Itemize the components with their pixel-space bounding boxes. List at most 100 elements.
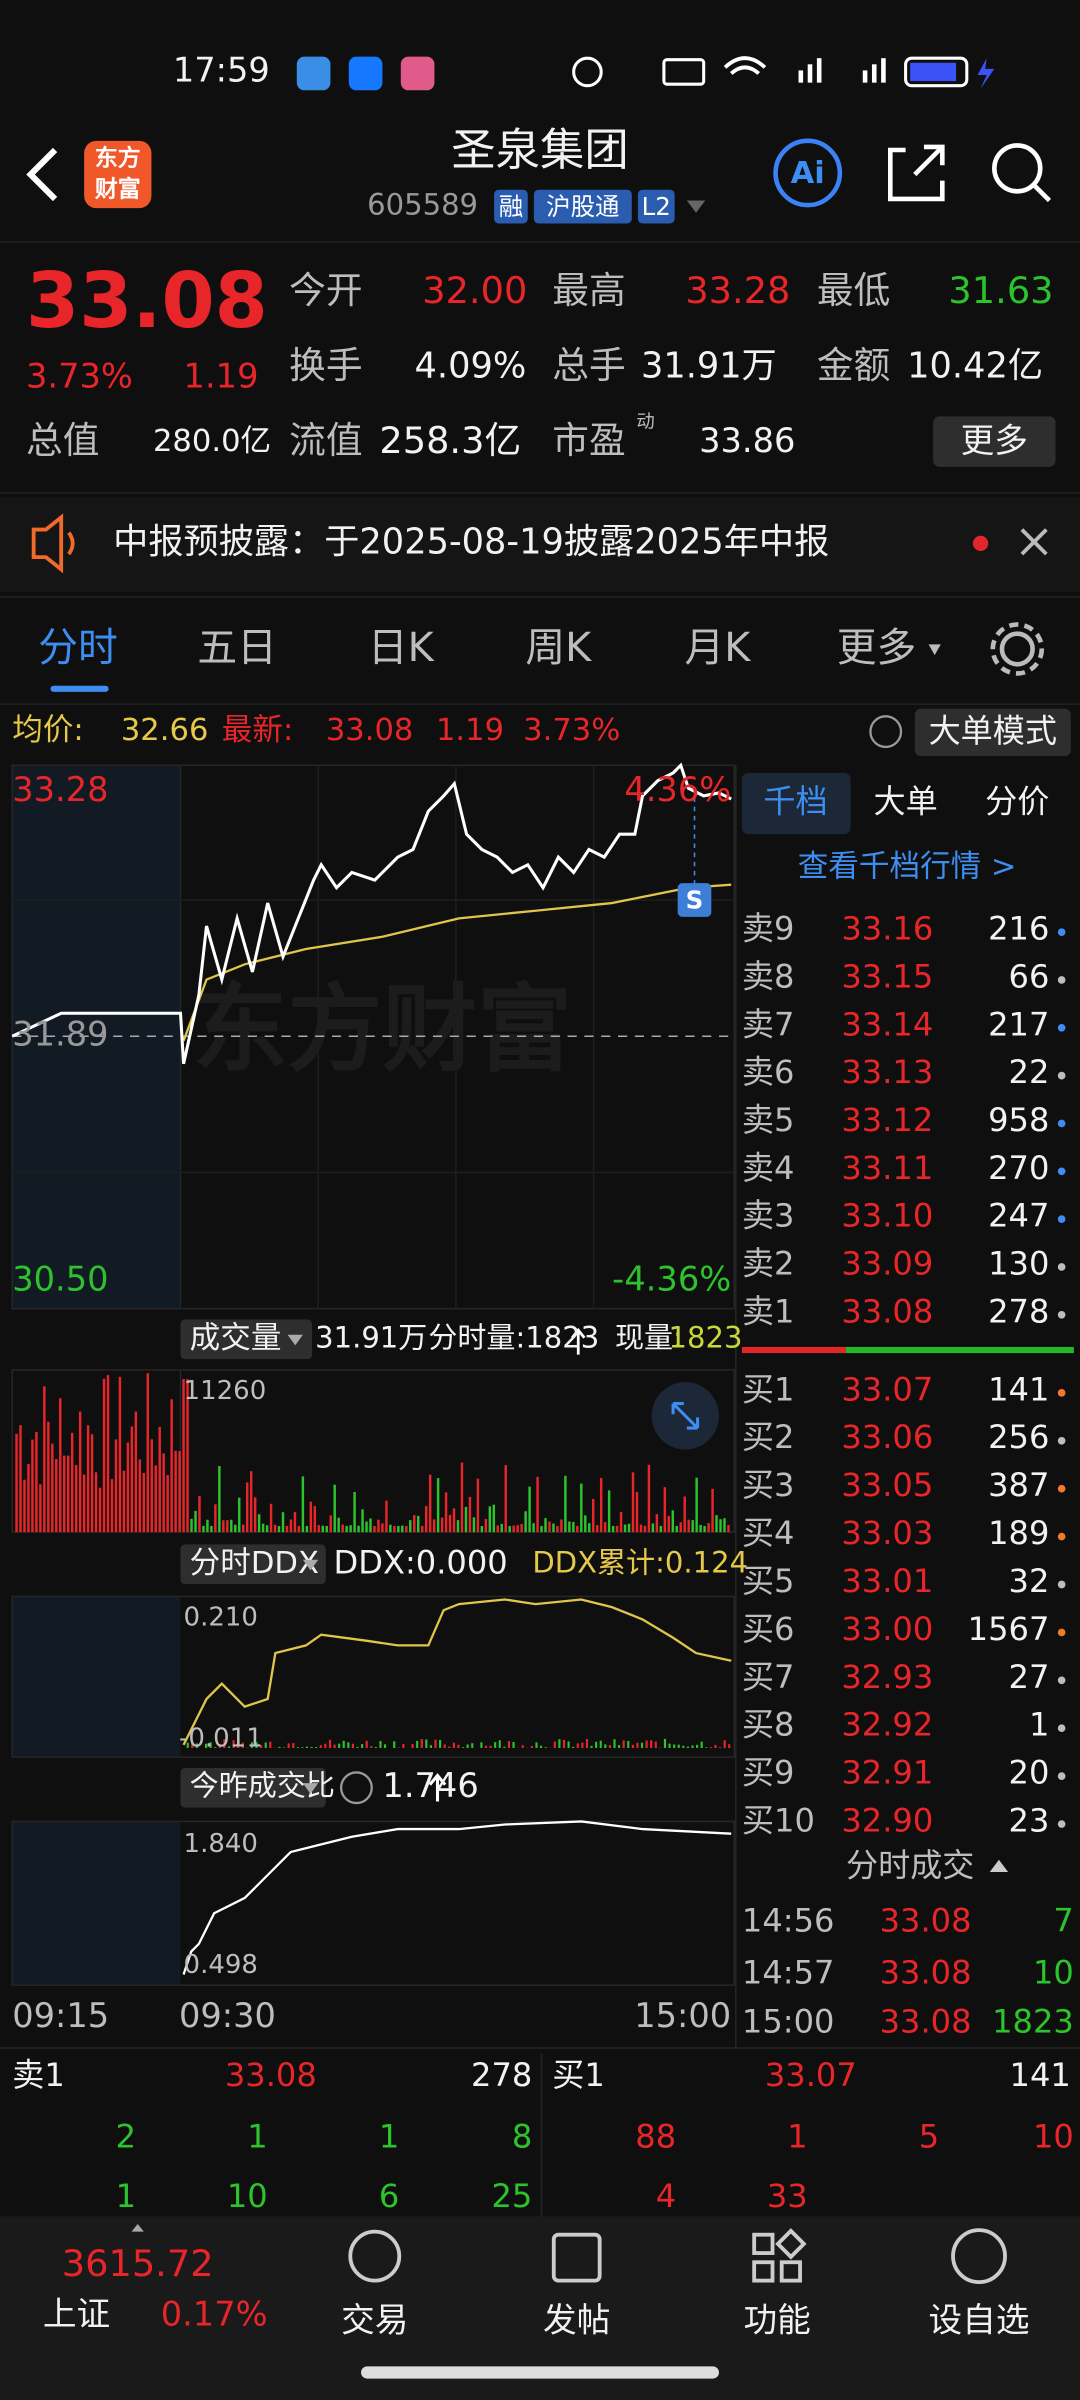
ddx-bar	[448, 1746, 451, 1748]
volume-bar	[19, 1425, 22, 1533]
ddx-bar	[512, 1741, 515, 1748]
volume-bar	[512, 1525, 515, 1533]
help-icon[interactable]	[869, 715, 903, 749]
volume-bar	[150, 1439, 153, 1533]
ddx-bar	[484, 1745, 488, 1748]
volume-bar	[281, 1512, 285, 1533]
ddx-bar	[269, 1741, 272, 1748]
expand-icon[interactable]	[131, 2223, 144, 2232]
ddx-bar	[296, 1747, 299, 1748]
book-dot	[1057, 1532, 1066, 1541]
volume-bar	[683, 1496, 686, 1533]
volume-bar	[544, 1518, 547, 1533]
more-button[interactable]	[933, 416, 1056, 467]
queue-volume: 1	[787, 2117, 807, 2155]
book-label: 买1	[742, 1370, 795, 1408]
back-button[interactable]	[26, 147, 58, 202]
volume-bar	[619, 1511, 623, 1533]
search-button[interactable]	[992, 143, 1052, 203]
volume-bar	[691, 1520, 694, 1533]
ddx-bar	[439, 1739, 442, 1748]
collapse-icon[interactable]	[989, 1859, 1009, 1872]
volume-bar	[353, 1491, 356, 1533]
nav-item[interactable]: 发帖	[543, 2300, 610, 2339]
axis-label: 4.36%	[624, 770, 731, 809]
volume-bar	[265, 1525, 269, 1533]
book-dot	[1057, 976, 1066, 984]
ddx-bar	[498, 1740, 501, 1748]
axis-label: -4.36%	[612, 1260, 731, 1299]
volume-bar	[552, 1523, 555, 1533]
tab: 日K	[368, 625, 435, 671]
book-volume: 22	[1009, 1053, 1050, 1091]
volume-bar	[190, 1518, 193, 1533]
close-button[interactable]	[1020, 528, 1048, 556]
ddx-bar	[218, 1743, 221, 1748]
ddx-bar	[351, 1743, 354, 1748]
mode-label: 大单模式	[929, 712, 1057, 750]
expand-icon	[671, 1402, 700, 1430]
nav-item[interactable]: 交易	[341, 2300, 408, 2339]
volume-bar	[15, 1433, 18, 1533]
share-button[interactable]	[888, 144, 945, 202]
ddx-bar	[443, 1744, 446, 1748]
book-dot	[1057, 1628, 1066, 1637]
settings-button[interactable]	[990, 622, 1045, 676]
volume-total: 31.91万	[315, 1320, 427, 1354]
volume-bar	[595, 1525, 599, 1533]
volume-bar	[671, 1510, 675, 1533]
queue-volume: 1	[379, 2117, 399, 2155]
book-volume: 189	[988, 1514, 1049, 1552]
volume-bar	[508, 1526, 511, 1533]
status-time: 17:59	[173, 50, 270, 89]
trade-volume: 1823	[992, 2002, 1074, 2040]
volume-bar	[102, 1378, 106, 1533]
book-label: 买7	[742, 1658, 795, 1696]
volume-bar	[647, 1464, 651, 1533]
stat-sup: 动	[636, 411, 654, 432]
tag: 沪股通	[546, 192, 619, 221]
index-name: 上证	[43, 2294, 110, 2333]
volume-bar	[138, 1459, 142, 1533]
volume-bar	[727, 1525, 730, 1533]
trade-marker: S	[686, 886, 704, 915]
ratio-value: 1.746	[382, 1766, 478, 1805]
volume-bar	[90, 1434, 94, 1533]
selector-bg[interactable]	[180, 1544, 326, 1585]
selector-bg[interactable]	[180, 1767, 326, 1808]
nav-item[interactable]: 设自选	[929, 2300, 1030, 2339]
ddx-bar	[636, 1742, 639, 1748]
ai-button[interactable]	[773, 138, 843, 208]
book-link: 查看千档行情 >	[798, 849, 1017, 884]
volume-bar	[162, 1453, 165, 1533]
ddx-bar	[333, 1744, 336, 1748]
volume-bar	[182, 1379, 185, 1533]
book-label: 卖5	[742, 1101, 795, 1139]
volume-bar	[472, 1517, 476, 1533]
volume-bar	[492, 1504, 496, 1533]
selector-bg[interactable]	[180, 1319, 313, 1360]
volume-bar	[78, 1411, 82, 1533]
volume-bar	[146, 1373, 149, 1533]
nav-item[interactable]: 功能	[743, 2300, 810, 2339]
ddx-bar	[260, 1745, 263, 1748]
help-icon[interactable]	[339, 1771, 373, 1805]
stat-value: 10.42亿	[907, 345, 1043, 386]
logo[interactable]	[84, 140, 152, 209]
volume-bar	[377, 1519, 380, 1533]
status-icons	[296, 56, 995, 91]
volume-bar	[341, 1524, 344, 1533]
book-dot	[1057, 1119, 1066, 1128]
notice-bar[interactable]	[0, 497, 1080, 593]
mode-button[interactable]	[914, 708, 1071, 757]
book-label: 买6	[742, 1610, 795, 1648]
volume-bar	[631, 1472, 635, 1533]
dropdown-icon	[686, 200, 706, 213]
ddx-bar	[489, 1745, 492, 1748]
unread-dot	[972, 535, 989, 552]
volume-bar	[389, 1524, 392, 1533]
change: 1.19	[436, 713, 504, 748]
bid-bar	[845, 1346, 1074, 1354]
volume-bar	[317, 1525, 321, 1533]
